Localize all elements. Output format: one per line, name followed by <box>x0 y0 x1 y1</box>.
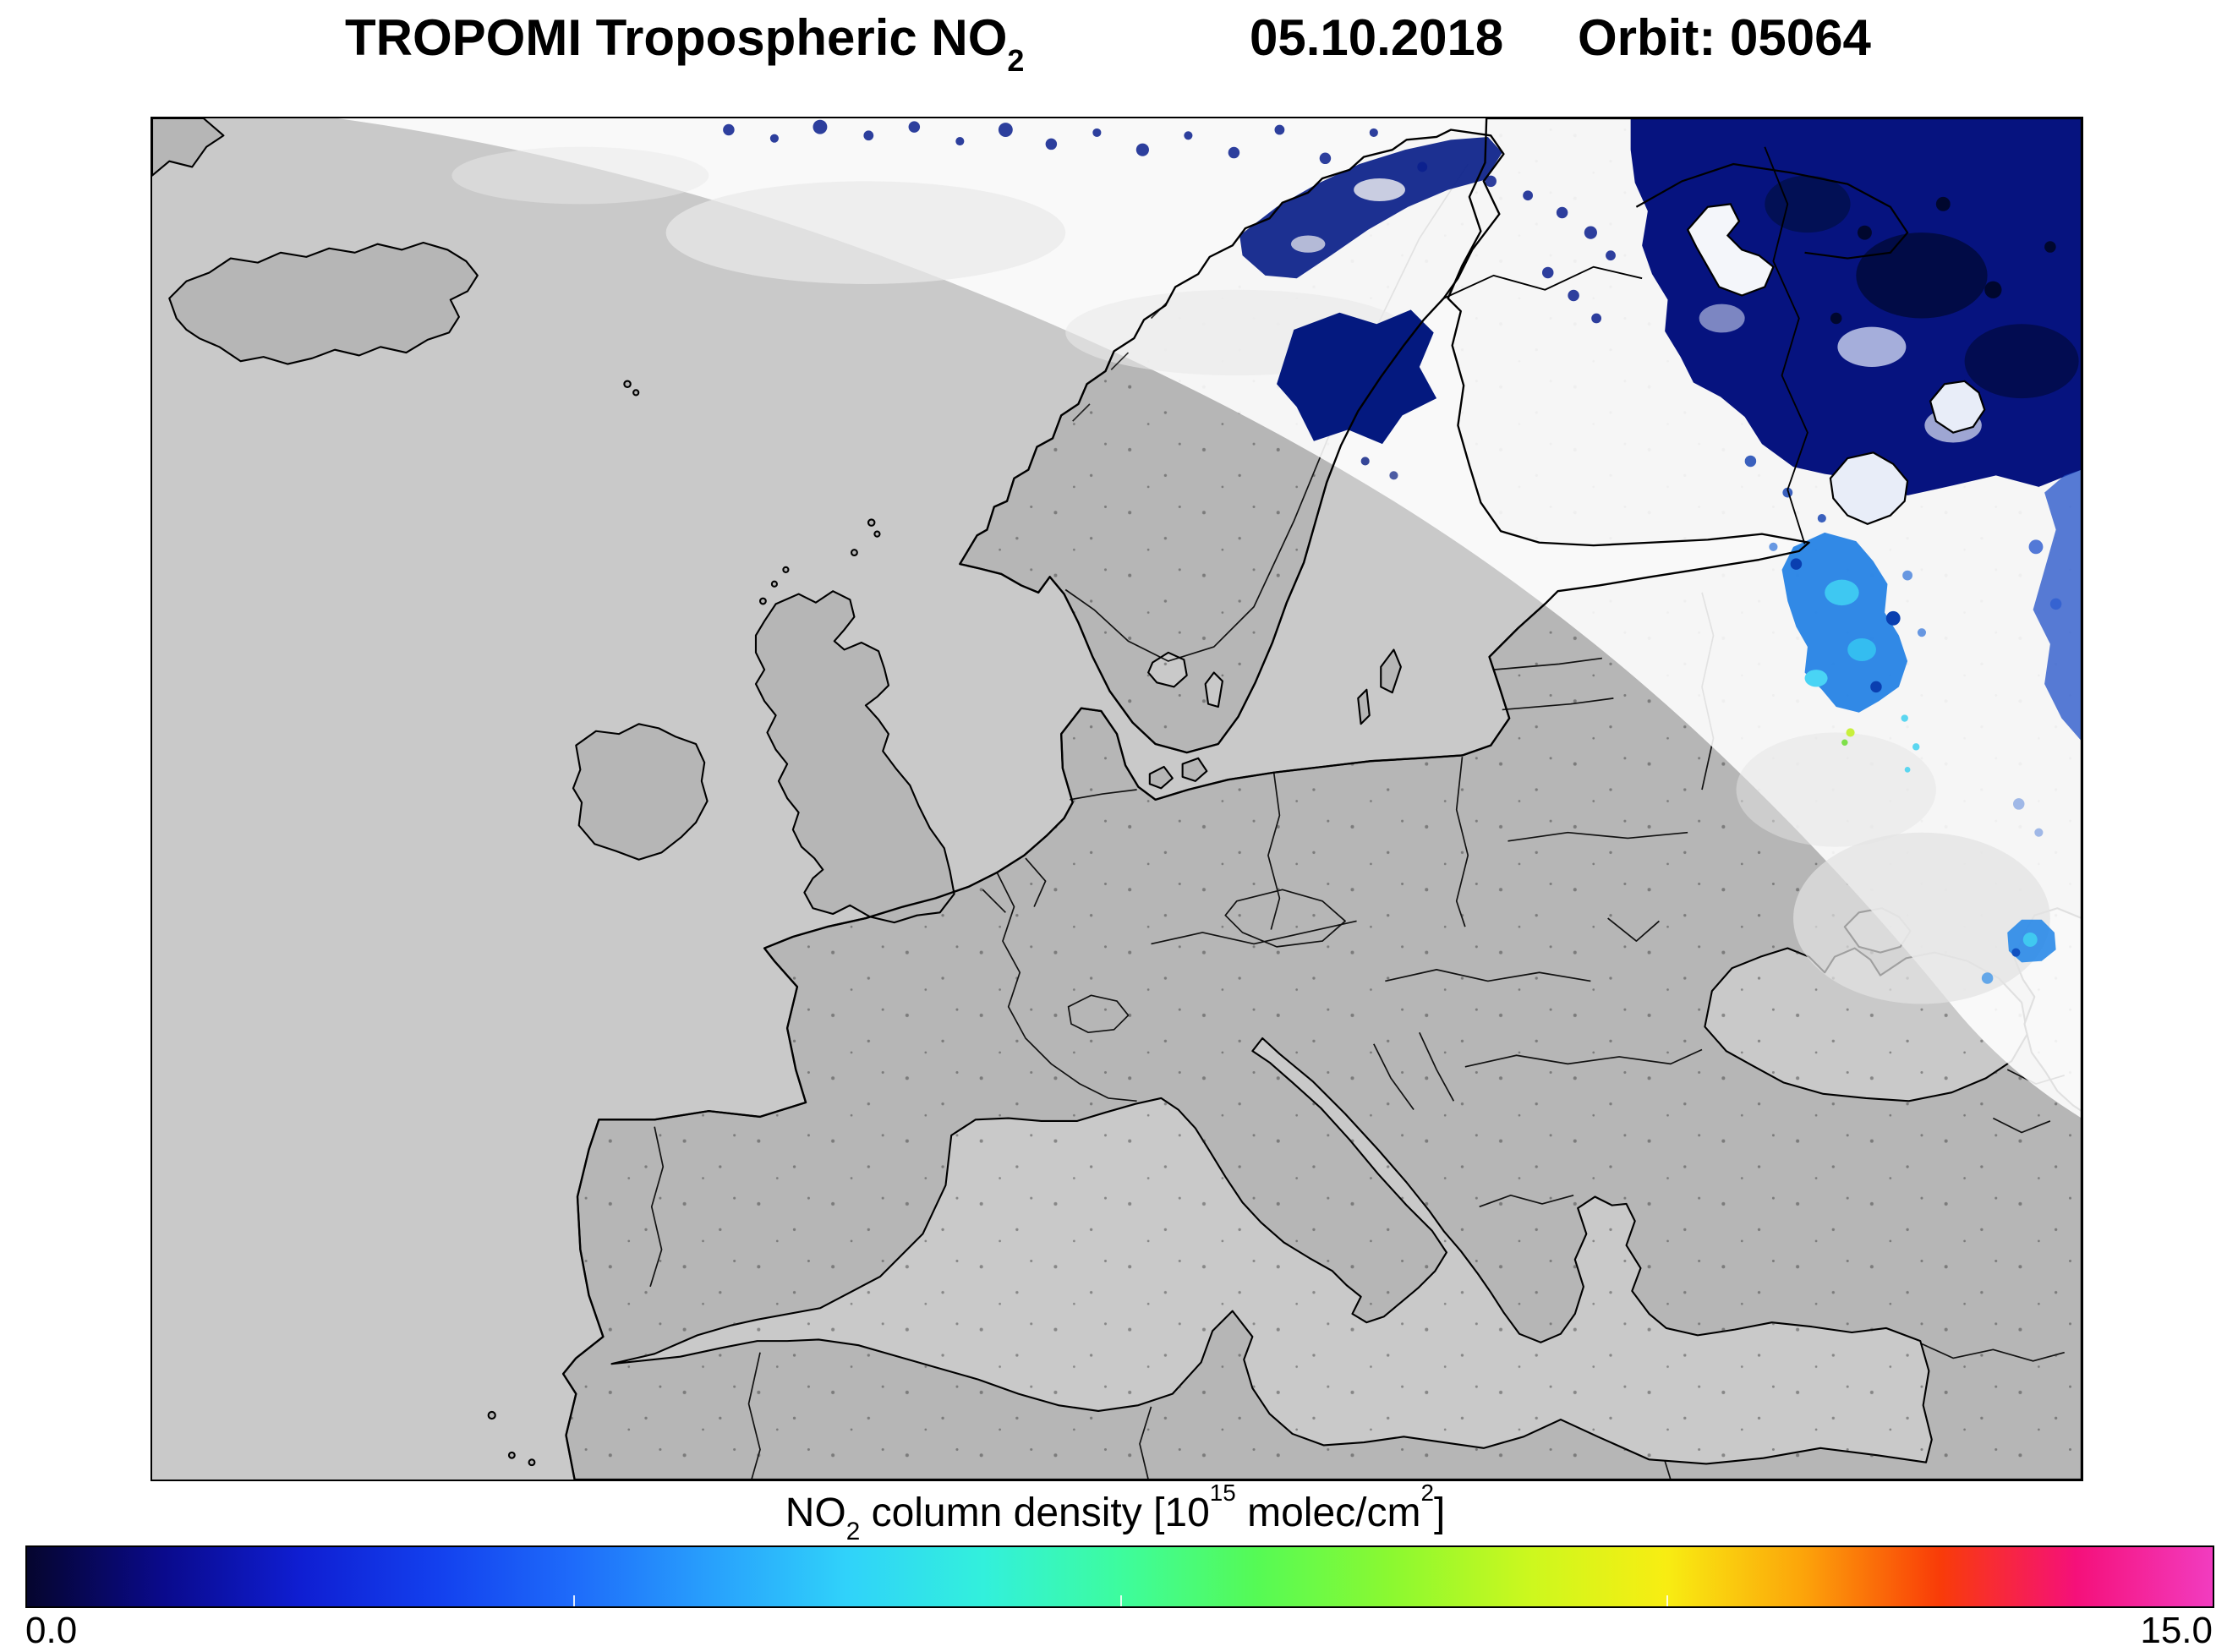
finland-russia-border <box>1764 146 1808 544</box>
colorbar-tick <box>1119 1595 1122 1606</box>
no2-dark-core <box>1964 324 2079 399</box>
colorbar-tick <box>573 1595 576 1606</box>
shetland <box>873 530 881 538</box>
no2-hotspot-green <box>1841 739 1848 746</box>
colorbar-label-unit: molec/cm <box>1235 1491 1421 1535</box>
colorbar-label-exponent: 15 <box>1209 1480 1236 1507</box>
colorbar-label-no: NO <box>785 1491 846 1535</box>
coastline-restrokes <box>561 118 2082 1480</box>
title-subscript: 2 <box>1007 43 1025 79</box>
no2-dark-core <box>1765 175 1851 233</box>
norway-finland-border <box>1443 265 1643 299</box>
map-frame <box>150 117 2083 1481</box>
orbit-number: Orbit: 05064 <box>1578 9 1871 66</box>
ireland <box>572 723 709 861</box>
hebrides <box>758 597 767 605</box>
no2-plume-baltic-bright <box>1781 532 1908 713</box>
danish-island-zealand <box>1181 757 1208 782</box>
page-title: TROPOMI Tropospheric NO2 <box>345 8 1024 78</box>
no2-plume-bothnia <box>1277 309 1437 445</box>
fjord-lines <box>1072 300 1169 422</box>
faroe-islands <box>623 380 632 389</box>
colorbar-label-unit-sup: 2 <box>1420 1480 1434 1507</box>
colorbar-label-mid: column density [10 <box>860 1491 1210 1535</box>
colorbar <box>25 1545 2214 1608</box>
danish-island-funen <box>1148 765 1174 790</box>
kola-coast <box>1635 162 1909 260</box>
orkney <box>851 549 858 557</box>
shetland <box>867 518 876 527</box>
lake-onega <box>1929 380 1986 434</box>
lake-ladoga <box>1829 451 1909 525</box>
colorbar-tick <box>1666 1595 1668 1606</box>
title-text: TROPOMI Tropospheric NO <box>345 9 1008 66</box>
iceland <box>168 241 479 365</box>
satellite-swath <box>337 118 2082 1119</box>
colorbar-max-label: 15.0 <box>2140 1610 2213 1651</box>
cloud-hole <box>1699 304 1745 333</box>
colorbar-min-label: 0.0 <box>25 1610 78 1651</box>
europe-map-svg <box>152 118 2082 1480</box>
white-sea <box>1686 203 1775 297</box>
oland <box>1357 688 1371 725</box>
header: TROPOMI Tropospheric NO2 05.10.2018 Orbi… <box>0 5 2238 81</box>
observation-date: 05.10.2018 <box>1250 9 1504 66</box>
no2-dark-core <box>1856 232 1988 319</box>
no2-hotspot-yellow <box>1846 728 1855 737</box>
hebrides <box>782 566 790 573</box>
hebrides <box>770 580 779 588</box>
cloud-hole <box>1837 326 1907 367</box>
gotland <box>1380 648 1402 694</box>
colorbar-label-end: ] <box>1433 1491 1446 1535</box>
canary-island <box>507 1451 516 1459</box>
colorbar-label: NO2 column density [1015 molec/cm2] <box>150 1480 2080 1545</box>
faroe-islands <box>632 389 640 397</box>
no2-speckles-top <box>723 119 1826 523</box>
no2-data-patches <box>723 118 2082 984</box>
canary-island <box>528 1458 536 1467</box>
colorbar-label-no-sub: 2 <box>845 1517 861 1545</box>
greenland-tip <box>152 118 225 177</box>
madeira <box>487 1410 496 1420</box>
